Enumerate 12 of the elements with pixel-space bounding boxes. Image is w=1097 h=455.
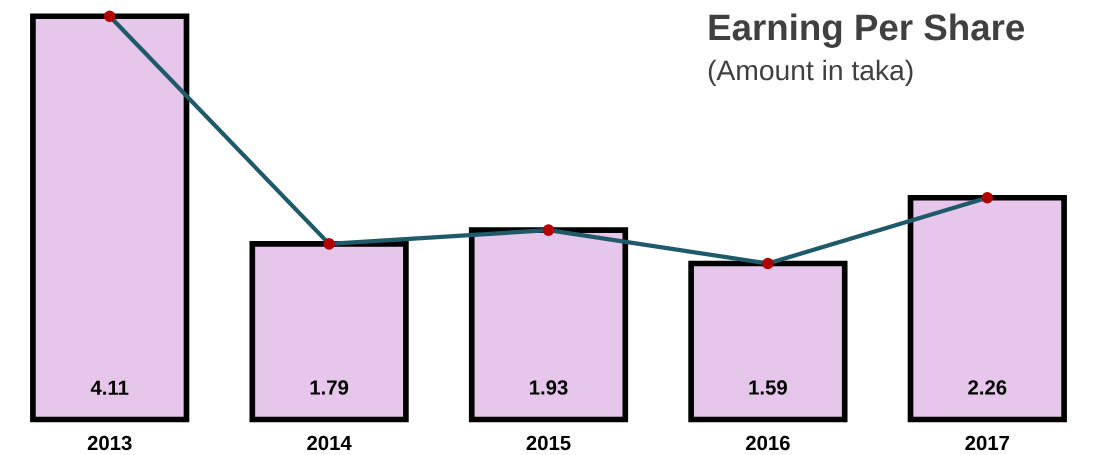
- data-label: 1.59: [749, 380, 787, 395]
- x-tick-label: 2013: [87, 435, 132, 451]
- data-label: 1.93: [530, 380, 568, 395]
- x-tick-label: 2015: [526, 435, 571, 451]
- x-tick-label: 2016: [746, 435, 790, 451]
- data-label: 2.26: [968, 380, 1007, 395]
- chart-title: Earning Per Share: [709, 13, 1025, 48]
- data-label: 4.11: [90, 380, 129, 395]
- x-tick-label: 2017: [965, 435, 1010, 451]
- x-tick-label: 2014: [307, 435, 352, 451]
- data-label: 1.79: [310, 380, 349, 395]
- text: (Amount in taka): [708, 59, 913, 87]
